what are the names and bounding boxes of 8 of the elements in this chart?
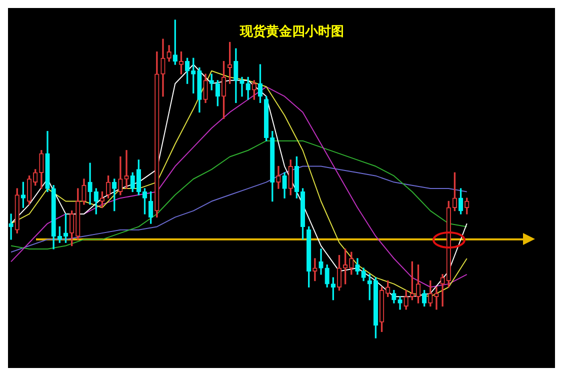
candlestick: [124, 150, 129, 189]
candlestick: [440, 274, 445, 307]
candlestick: [8, 214, 14, 240]
candlestick: [240, 76, 244, 97]
candlestick: [434, 286, 439, 310]
candlestick: [312, 258, 318, 282]
candlestick: [88, 162, 92, 205]
chart-title: 现货黄金四小时图: [239, 23, 344, 40]
